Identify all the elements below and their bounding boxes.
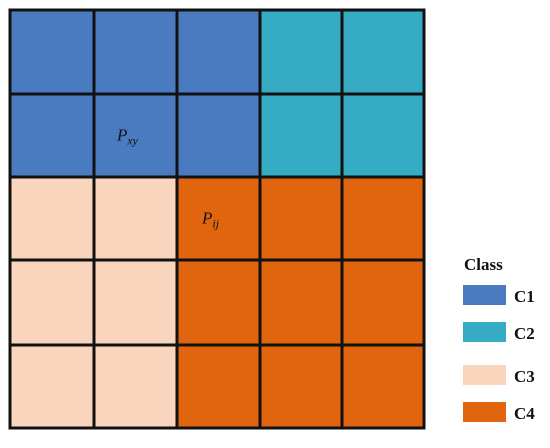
- grid-cell-r0-c3: [260, 10, 342, 94]
- cell-label-pxy: Pxy: [116, 126, 139, 148]
- legend-swatch-c1: [463, 285, 506, 305]
- grid-cell-r3-c3: [260, 260, 342, 345]
- grid-cell-r1-c4: [342, 94, 424, 177]
- grid-cell-r2-c1: [94, 177, 177, 260]
- grid-cell-r3-c1: [94, 260, 177, 345]
- grid-cell-r4-c4: [342, 345, 424, 428]
- legend-label-c2: C2: [514, 324, 535, 343]
- grid-cell-r2-c0: [10, 177, 94, 260]
- grid-cell-r1-c3: [260, 94, 342, 177]
- grid-cell-r2-c3: [260, 177, 342, 260]
- grid-cell-r3-c2: [177, 260, 260, 345]
- grid-cell-r1-c2: [177, 94, 260, 177]
- grid-cell-r0-c1: [94, 10, 177, 94]
- cell-label-base: P: [201, 209, 212, 228]
- legend-swatch-c3: [463, 365, 506, 385]
- grid-cell-r0-c4: [342, 10, 424, 94]
- grid-cell-r3-c0: [10, 260, 94, 345]
- grid-cell-r4-c2: [177, 345, 260, 428]
- grid-cells: [10, 10, 424, 428]
- legend-swatch-c2: [463, 322, 506, 342]
- grid-cell-r0-c0: [10, 10, 94, 94]
- grid-cell-r2-c4: [342, 177, 424, 260]
- grid-lines: [8, 8, 426, 430]
- legend-label-c1: C1: [514, 287, 535, 306]
- grid-cell-r4-c1: [94, 345, 177, 428]
- legend-label-c4: C4: [514, 404, 535, 423]
- legend-title: Class: [464, 255, 503, 274]
- legend-swatch-c4: [463, 402, 506, 422]
- grid-cell-r4-c3: [260, 345, 342, 428]
- grid-cell-r1-c0: [10, 94, 94, 177]
- cell-label-pij: Pij: [201, 209, 220, 231]
- grid-cell-r3-c4: [342, 260, 424, 345]
- legend: Class C1 C2 C3 C4: [463, 255, 535, 423]
- grid-cell-r2-c2: [177, 177, 260, 260]
- cell-label-base: P: [116, 126, 127, 145]
- grid-cell-r1-c1: [94, 94, 177, 177]
- legend-label-c3: C3: [514, 367, 535, 386]
- grid-cell-r0-c2: [177, 10, 260, 94]
- cell-label-subscript: ij: [212, 217, 219, 231]
- grid-cell-r4-c0: [10, 345, 94, 428]
- cell-label-subscript: xy: [126, 134, 138, 148]
